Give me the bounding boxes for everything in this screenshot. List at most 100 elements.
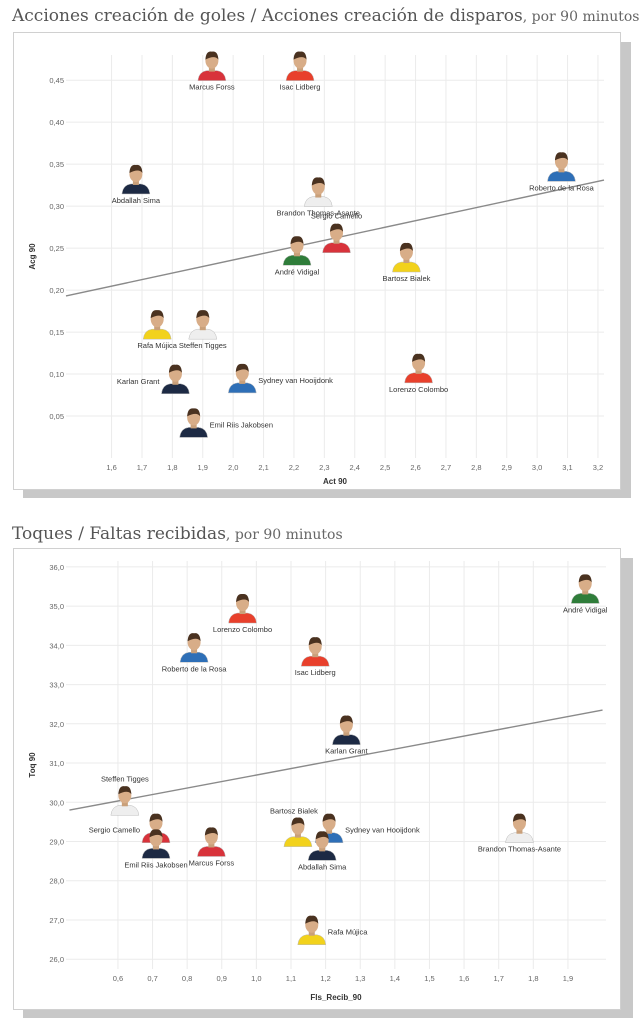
chart1-xtick-label: 1,7 [137,463,147,472]
chart1-point-sydney-van-hooijdonk[interactable]: Sydney van Hooijdonk [228,363,333,394]
chart1-point-lorenzo-colombo[interactable]: Lorenzo Colombo [389,353,448,394]
chart1-point-label: Roberto de la Rosa [529,183,594,192]
chart2-ytick-label: 34,0 [49,641,64,650]
hair-icon [315,831,329,840]
chart2-xtick-label: 1,4 [390,974,400,983]
chart2-point-lorenzo-colombo[interactable]: Lorenzo Colombo [213,593,272,634]
chart1-point-sergio-camello[interactable]: Sergio Camello [311,212,362,253]
hair-icon [291,817,305,826]
jersey-icon [392,261,421,273]
chart1-xtick-label: 3,2 [593,463,603,472]
chart2-point-abdallah-sima[interactable]: Abdallah Sima [298,831,347,871]
neck-icon [121,801,128,807]
jersey-icon [300,655,330,667]
chart2-point-karlan-grant[interactable]: Karlan Grant [325,715,369,756]
chart1-point-abdallah-sima[interactable]: Abdallah Sima [112,164,161,205]
neck-icon [199,325,206,331]
chart2-xtick-label: 1,8 [528,974,538,983]
chart2-point-label: Sergio Camello [89,826,140,835]
chart2-point-label: Rafa Mújica [328,928,368,937]
chart1-point-steffen-tigges[interactable]: Steffen Tigges [179,310,227,350]
neck-icon [208,66,215,72]
chart1-point-brandon-thomas-asante[interactable]: Brandon Thomas-Asante [277,177,360,218]
chart1-xtick-label: 1,9 [198,463,208,472]
chart2-point-andre-vidigal[interactable]: André Vidigal [563,574,608,614]
chart2-point-rafa-mujica[interactable]: Rafa Mújica [297,915,368,945]
chart1-point-karlan-grant[interactable]: Karlan Grant [117,364,190,395]
chart2-xtick-label: 1,9 [563,974,573,983]
neck-icon [153,844,159,850]
chart2-xtick-label: 1,2 [320,974,330,983]
chart1-xtick-label: 3,0 [532,463,542,472]
chart2-point-isac-lidberg[interactable]: Isac Lidberg [295,637,336,677]
chart2-point-label: Isac Lidberg [295,668,336,677]
hair-icon [204,827,218,836]
hair-icon [412,353,426,362]
chart1-point-label: Steffen Tigges [179,341,227,350]
chart1-point-roberto-de-la-rosa[interactable]: Roberto de la Rosa [529,152,595,192]
chart1-xtick-label: 2,8 [471,463,481,472]
hair-icon [293,51,307,60]
chart2-ytick-label: 27,0 [49,916,64,925]
chart2-point-brandon-thomas-asante[interactable]: Brandon Thomas-Asante [478,813,561,854]
chart2-ytick-label: 30,0 [49,798,64,807]
jersey-icon [505,832,534,843]
chart2-point-roberto-de-la-rosa[interactable]: Roberto de la Rosa [162,633,227,673]
chart2-point-label: Sydney van Hooijdonk [345,826,420,835]
jersey-icon [179,652,209,663]
chart2-point-bartosz-bialek[interactable]: Bartosz Bialek [270,807,318,847]
chart1-xtick-label: 2,2 [289,463,299,472]
neck-icon [403,258,410,264]
chart2-ytick-label: 29,0 [49,838,64,847]
hair-icon [118,786,132,795]
chart2-point-emil-riis-jakobsen[interactable]: Emil Riis Jakobsen [124,829,188,869]
hair-icon [149,813,163,822]
chart2-point-steffen-tigges[interactable]: Steffen Tigges [101,774,149,816]
chart2-xtick-label: 0,7 [147,974,157,983]
chart1-xtick-label: 3,1 [562,463,572,472]
chart1-point-label: Lorenzo Colombo [389,385,448,394]
neck-icon [343,730,350,736]
neck-icon [294,832,301,838]
chart1-point-label: Marcus Forss [189,83,235,92]
jersey-icon [332,734,361,745]
hair-icon [311,177,325,186]
chart2-point-label: Brandon Thomas-Asante [478,845,561,854]
chart1-point-andre-vidigal[interactable]: André Vidigal [275,236,320,276]
jersey-icon [161,383,190,395]
neck-icon [582,589,589,595]
neck-icon [294,251,301,257]
neck-icon [516,828,523,834]
neck-icon [190,423,197,429]
chart2-point-label: André Vidigal [563,605,608,614]
jersey-icon [304,196,333,207]
chart1-ytick-label: 0,20 [49,286,64,295]
neck-icon [191,648,198,654]
chart1-point-isac-lidberg[interactable]: Isac Lidberg [280,51,321,92]
jersey-icon [322,242,351,253]
jersey-icon [179,427,208,438]
hair-icon [512,813,526,822]
chart2-point-sydney-van-hooijdonk[interactable]: Sydney van Hooijdonk [314,813,420,843]
hair-icon [236,593,250,603]
chart1-yaxis-label: Acg 90 [28,243,37,270]
neck-icon [132,179,139,185]
chart1-point-marcus-forss[interactable]: Marcus Forss [189,51,235,92]
hair-icon [150,310,164,319]
chart1-point-rafa-mujica[interactable]: Rafa Mújica [137,310,178,350]
chart2-xtick-label: 0,8 [182,974,192,983]
hair-icon [187,408,201,417]
hair-icon [578,574,592,583]
jersey-icon [297,934,327,945]
jersey-icon [228,382,257,394]
chart2-point-marcus-forss[interactable]: Marcus Forss [189,827,235,867]
chart2-point-label: Lorenzo Colombo [213,625,272,634]
chart1-point-label: Bartosz Bialek [382,274,430,283]
chart1-point-emil-riis-jakobsen[interactable]: Emil Riis Jakobsen [179,408,273,438]
hair-icon [235,363,249,372]
neck-icon [208,842,215,848]
chart2-point-label: Roberto de la Rosa [162,664,227,673]
chart2-ytick-label: 35,0 [49,602,64,611]
chart1-point-bartosz-bialek[interactable]: Bartosz Bialek [382,242,431,283]
jersey-icon [547,171,576,182]
